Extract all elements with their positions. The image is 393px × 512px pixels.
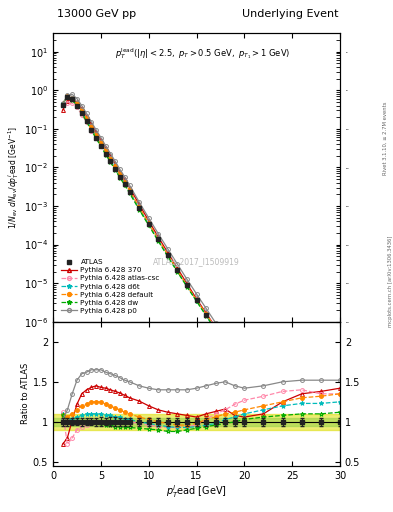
Text: Underlying Event: Underlying Event <box>242 9 339 19</box>
X-axis label: $p_T^l{\rm ead}$ [GeV]: $p_T^l{\rm ead}$ [GeV] <box>166 483 227 500</box>
Y-axis label: $1/N_{\rm ev}\ dN_{\rm ev}/dp_T^l{\rm ead}\ [{\rm GeV}^{-1}]$: $1/N_{\rm ev}\ dN_{\rm ev}/dp_T^l{\rm ea… <box>6 126 21 229</box>
Text: 13000 GeV pp: 13000 GeV pp <box>57 9 136 19</box>
Text: $p_T^{\rm lead}(|\eta|<2.5,\ p_T>0.5\ {\rm GeV},\ p_{T_1}>1\ {\rm GeV})$: $p_T^{\rm lead}(|\eta|<2.5,\ p_T>0.5\ {\… <box>114 46 290 61</box>
Legend: ATLAS, Pythia 6.428 370, Pythia 6.428 atlas-csc, Pythia 6.428 d6t, Pythia 6.428 : ATLAS, Pythia 6.428 370, Pythia 6.428 at… <box>59 258 161 315</box>
Y-axis label: Ratio to ATLAS: Ratio to ATLAS <box>21 363 30 424</box>
Text: mcplots.cern.ch [arXiv:1306.3436]: mcplots.cern.ch [arXiv:1306.3436] <box>388 236 393 327</box>
Text: Rivet 3.1.10, ≥ 2.7M events: Rivet 3.1.10, ≥ 2.7M events <box>383 101 387 175</box>
Text: ATLAS_2017_I1509919: ATLAS_2017_I1509919 <box>153 257 240 266</box>
